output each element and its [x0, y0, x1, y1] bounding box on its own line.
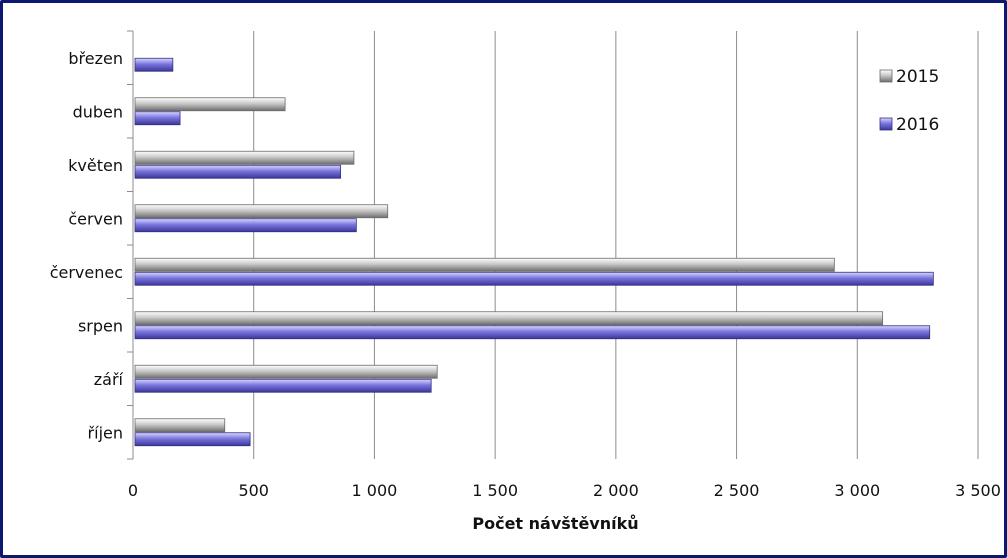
bar-2016 — [134, 111, 181, 126]
x-tick-label: 3 500 — [955, 481, 1001, 500]
x-tick-label: 2 500 — [714, 481, 760, 500]
bar-2015 — [134, 418, 226, 433]
legend-swatch-2015 — [879, 69, 893, 83]
x-axis-title: Počet návštěvníků — [472, 514, 638, 533]
x-tick-label: 1 000 — [352, 481, 398, 500]
category-label: květen — [68, 156, 123, 175]
bar-2015 — [134, 311, 884, 326]
legend-swatch-2016 — [879, 117, 893, 131]
bar-chart: 0 500 1 000 1 500 2 000 2 500 3 000 3 500 Počet … — [50, 30, 1001, 533]
bar-2016 — [134, 325, 931, 340]
bar-2015 — [134, 257, 835, 272]
axes — [127, 30, 134, 460]
bar-2016 — [134, 432, 251, 447]
category-label: září — [94, 370, 124, 389]
category-label: červenec — [50, 263, 123, 282]
legend-label: 2016 — [896, 115, 939, 135]
bar-2016 — [134, 378, 432, 393]
bar-2015 — [134, 150, 355, 165]
bar-2016 — [134, 57, 174, 72]
legend: 2015 2016 — [879, 67, 939, 135]
gridlines — [253, 31, 979, 459]
category-label: srpen — [78, 316, 123, 335]
bar-2016 — [134, 218, 357, 233]
x-tick-label: 2 000 — [593, 481, 639, 500]
category-label: duben — [73, 102, 123, 121]
bar-2015 — [134, 364, 438, 379]
category-label: červen — [68, 209, 123, 228]
labels: 0 500 1 000 1 500 2 000 2 500 3 000 3 500 Počet … — [50, 49, 1001, 533]
x-tick-label: 3 000 — [834, 481, 880, 500]
x-tick-label: 1 500 — [472, 481, 518, 500]
bar-2016 — [134, 271, 934, 286]
x-tick-label: 500 — [238, 481, 269, 500]
bar-2015 — [134, 204, 389, 219]
x-tick-label: 0 — [128, 481, 138, 500]
legend-label: 2015 — [896, 67, 939, 87]
category-label: březen — [68, 49, 123, 68]
bar-2015 — [134, 97, 286, 112]
bar-2016 — [134, 164, 342, 179]
bars — [134, 57, 934, 447]
category-label: říjen — [88, 423, 123, 442]
